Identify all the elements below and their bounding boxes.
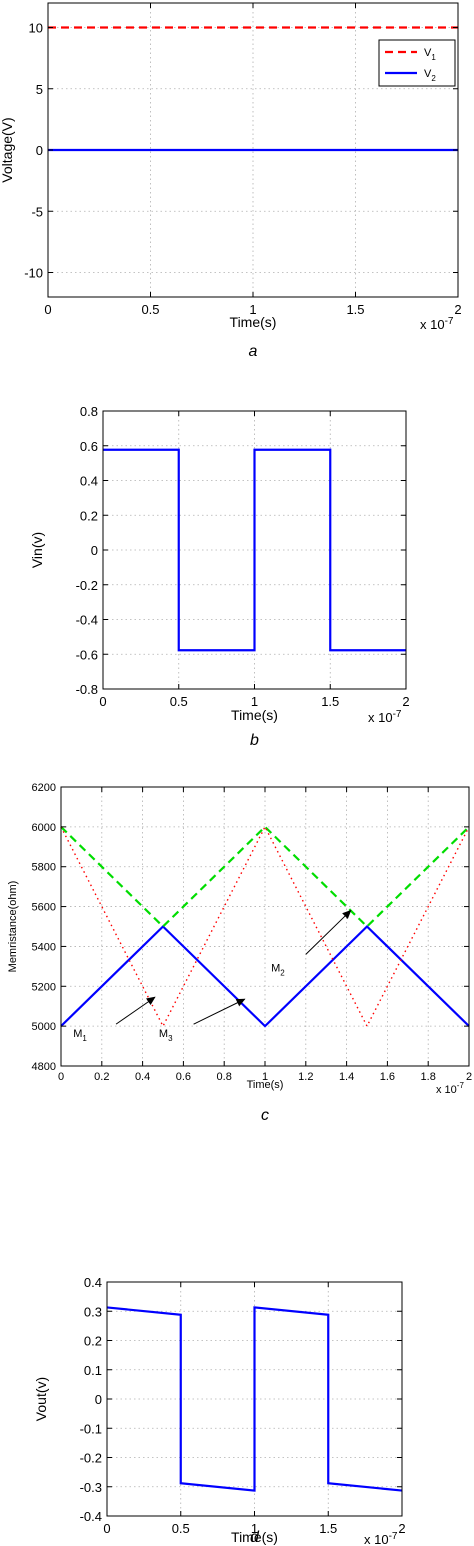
annotation-arrow xyxy=(115,996,156,1025)
y-tick-label: 5 xyxy=(36,82,43,97)
y-tick-label: 0 xyxy=(91,543,98,558)
y-tick-label: 0.6 xyxy=(80,439,98,454)
y-tick-label: -10 xyxy=(24,266,43,281)
annotation-label: M3 xyxy=(159,1028,173,1043)
x-tick-label: 1.4 xyxy=(339,1071,354,1083)
x-axis-label: Time(s) xyxy=(231,1529,278,1545)
x-tick-label: 0.8 xyxy=(217,1071,232,1083)
panel-b: 0 0.5 1 1.5 2 -0.8 -0.6 -0.4 -0.2 0 0.2 0.4 0.6 0.8 Ti… xyxy=(29,404,410,749)
x-exponent-label: x 10-7 xyxy=(436,1081,464,1096)
series-line-1 xyxy=(106,1306,403,1492)
y-tick-label: 0.3 xyxy=(84,1304,102,1319)
x-tick-label: 1.5 xyxy=(319,1521,337,1536)
y-axis-label: Vout(v) xyxy=(33,1377,49,1421)
y-tick-label: 5400 xyxy=(32,941,56,953)
annotation-m3: M3 xyxy=(159,998,246,1043)
panel-caption: a xyxy=(249,343,258,360)
y-tick-label: 5800 xyxy=(32,862,56,874)
y-tick-label: 4800 xyxy=(32,1061,56,1073)
x-tick-label: 1.2 xyxy=(298,1071,313,1083)
y-tick-label: -0.2 xyxy=(76,578,98,593)
y-tick-label: 5200 xyxy=(32,981,56,993)
x-axis-label: Time(s) xyxy=(231,707,278,723)
x-tick-label: 0.6 xyxy=(176,1071,191,1083)
y-axis-label: Vin(v) xyxy=(29,532,45,568)
x-tick-label: 0 xyxy=(103,1521,110,1536)
y-tick-label: 5600 xyxy=(32,902,56,914)
y-tick-label: 0.1 xyxy=(84,1363,102,1378)
y-tick-label: 6200 xyxy=(32,782,56,794)
panel-d: 0 0.5 1 1.5 2 -0.4 -0.3 -0.2 -0.1 0 0.1 0.2 0.3 0.4 Ti… xyxy=(33,1275,406,1546)
panel-caption: c xyxy=(261,1107,269,1124)
annotation-arrow xyxy=(193,998,246,1025)
annotation-label: M2 xyxy=(271,962,285,977)
x-tick-label: 2 xyxy=(466,1071,472,1083)
y-tick-label: -0.1 xyxy=(80,1421,102,1436)
y-tick-label: -5 xyxy=(31,204,43,219)
x-tick-label: 1 xyxy=(251,1521,258,1536)
x-exponent-label: x 10-7 xyxy=(420,316,454,332)
x-tick-label: 0.5 xyxy=(141,302,159,317)
series-line-3 xyxy=(60,825,470,1028)
series-line-1 xyxy=(103,448,406,652)
x-axis-label: Time(s) xyxy=(230,314,277,330)
x-tick-label: 1.5 xyxy=(346,302,364,317)
y-tick-label: -0.2 xyxy=(80,1451,102,1466)
x-axis-label: Time(s) xyxy=(247,1079,284,1091)
y-tick-label: 0.2 xyxy=(84,1334,102,1349)
panel-a: 0 0.5 1 1.5 2 -10 -5 0 5 10 Time(s) Voltage(V) x 10-… xyxy=(0,2,462,360)
y-tick-label: 0.2 xyxy=(80,508,98,523)
annotation-label: M1 xyxy=(73,1028,87,1043)
x-tick-label: 1.8 xyxy=(421,1071,436,1083)
x-tick-label: 0.4 xyxy=(135,1071,150,1083)
y-tick-label: -0.6 xyxy=(76,647,98,662)
x-tick-label: 1.6 xyxy=(380,1071,395,1083)
panel-caption: d xyxy=(250,1529,260,1546)
annotation-arrow xyxy=(305,909,352,955)
y-tick-label: 5000 xyxy=(32,1021,56,1033)
y-tick-label: 0 xyxy=(95,1392,102,1407)
y-tick-label: 10 xyxy=(29,21,43,36)
y-tick-label: -0.4 xyxy=(76,613,98,628)
x-tick-label: 0.2 xyxy=(94,1071,109,1083)
panel-caption: b xyxy=(250,732,259,749)
y-tick-label: -0.3 xyxy=(80,1480,102,1495)
x-tick-label: 1.5 xyxy=(321,694,339,709)
y-tick-label: 0.4 xyxy=(80,474,98,489)
x-exponent-label: x 10-7 xyxy=(368,709,402,725)
series-line-2 xyxy=(60,825,470,929)
y-tick-label: -0.4 xyxy=(80,1509,102,1524)
x-exponent-label: x 10-7 xyxy=(364,1531,398,1546)
x-tick-label: 0.5 xyxy=(170,694,188,709)
y-tick-label: 0 xyxy=(36,143,43,158)
x-tick-label: 2 xyxy=(398,1521,405,1536)
y-tick-label: 0.8 xyxy=(80,404,98,419)
x-tick-label: 2 xyxy=(402,694,409,709)
x-tick-label: 0 xyxy=(99,694,106,709)
x-tick-label: 2 xyxy=(454,302,461,317)
x-tick-label: 1 xyxy=(251,694,258,709)
x-tick-label: 0.5 xyxy=(172,1521,190,1536)
y-axis-label: Memristance(ohm) xyxy=(7,881,19,973)
legend-box xyxy=(378,39,456,87)
x-tick-label: 0 xyxy=(58,1071,64,1083)
y-tick-label: -0.8 xyxy=(76,682,98,697)
y-axis-label: Voltage(V) xyxy=(0,117,15,182)
panel-c: 0 0.2 0.4 0.6 0.8 1 1.2 1.4 1.6 1.8 2 4800 5000 5200 5… xyxy=(7,782,472,1124)
x-tick-label: 1 xyxy=(262,1071,268,1083)
y-tick-label: 0.4 xyxy=(84,1275,102,1290)
y-tick-label: 6000 xyxy=(32,822,56,834)
annotation-m2: M2 xyxy=(271,909,352,977)
x-tick-label: 1 xyxy=(249,302,256,317)
x-tick-label: 0 xyxy=(44,302,51,317)
